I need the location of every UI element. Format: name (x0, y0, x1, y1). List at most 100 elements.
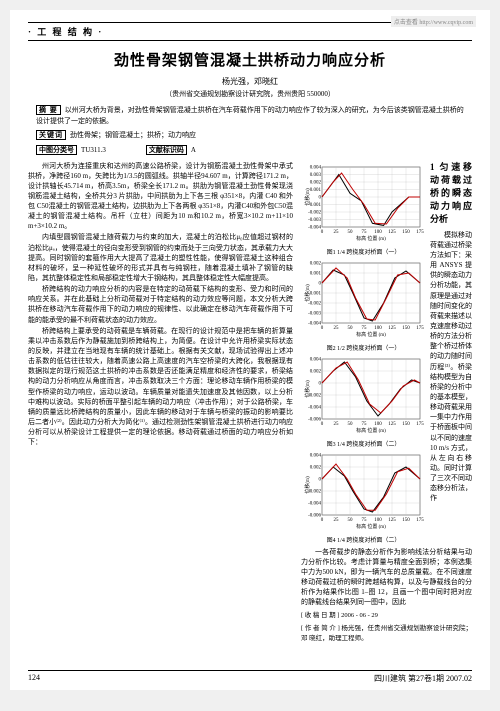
svg-text:0: 0 (318, 381, 321, 386)
svg-text:0: 0 (318, 281, 321, 286)
svg-text:0.004: 0.004 (309, 453, 321, 458)
svg-text:标高 位置 (m): 标高 位置 (m) (356, 331, 386, 337)
svg-text:-0.006: -0.006 (308, 417, 321, 422)
svg-text:0: 0 (320, 326, 323, 331)
svg-text:125: 125 (388, 230, 396, 235)
svg-text:0: 0 (320, 518, 323, 523)
svg-text:0: 0 (318, 477, 321, 482)
section-header-text: · 工 程 结 构 · (28, 25, 103, 38)
svg-text:0.002: 0.002 (309, 465, 321, 470)
svg-text:75: 75 (361, 518, 367, 523)
svg-text:0.002: 0.002 (309, 261, 321, 266)
right-column: -0.004-0.003-0.002-0.00100.0010.0020.003… (301, 161, 472, 641)
section-1-title: 1 匀速移动荷载过桥的瞬态动力响应分析 (430, 161, 472, 226)
svg-text:100: 100 (374, 518, 382, 523)
keywords-text: 劲性骨架；钢管混凝土；拱桥；动力响应 (70, 131, 196, 139)
svg-text:-0.004: -0.004 (308, 501, 321, 506)
svg-text:150: 150 (402, 230, 410, 235)
svg-text:150: 150 (402, 518, 410, 523)
svg-text:175: 175 (416, 518, 424, 523)
svg-text:位移(m): 位移(m) (304, 284, 311, 302)
svg-text:0: 0 (318, 195, 321, 200)
right-bottom-text: 一各荷载步的静态分析作为影响线法分析结果与动力分析作比较。考虑计算量与精度全面到… (301, 547, 472, 643)
classification-line: 中图分类号 TU311.3 文献标识码A (36, 145, 464, 155)
right-paragraph: 模拟移动荷载通过桥梁方法如下：采用ANSYS提供的瞬态动力分析功能，其原理是通过… (430, 230, 472, 504)
svg-text:100: 100 (374, 326, 382, 331)
abstract-text: 以州河大桥为背景，对劲性骨架钢管混凝土拱桥在汽车荷载作用下的动力响应作了较为深入… (36, 106, 464, 125)
svg-text:-0.003: -0.003 (308, 218, 321, 223)
svg-text:0: 0 (320, 230, 323, 235)
chart-caption: 图4 1/4 跨挠度对桥面（二） (301, 535, 426, 544)
body-paragraph: 州河大桥为连接重庆和达州的高速公路桥梁，设计为钢筋混凝土劲性骨架中承式拱桥，净跨… (28, 161, 293, 232)
svg-text:25: 25 (333, 230, 339, 235)
svg-text:-0.004: -0.004 (308, 405, 321, 410)
page-footer: 124 四川建筑 第27卷1期 2007.02 (28, 670, 472, 684)
svg-text:175: 175 (416, 326, 424, 331)
left-column: 州河大桥为连接重庆和达州的高速公路桥梁，设计为钢筋混凝土劲性骨架中承式拱桥，净跨… (28, 161, 293, 641)
doc-code: 文献标识码A (146, 145, 196, 155)
svg-text:100: 100 (374, 422, 382, 427)
svg-text:75: 75 (361, 422, 367, 427)
right-text-column: 1 匀速移动荷载过桥的瞬态动力响应分析 模拟移动荷载通过桥梁方法如下：采用ANS… (430, 161, 472, 547)
svg-text:标高 位置 (m): 标高 位置 (m) (356, 523, 386, 529)
svg-text:50: 50 (347, 326, 353, 331)
watermark: 点击查看 http://www.cqvip.com (391, 16, 476, 27)
right-paragraph: 一各荷载步的静态分析作为影响线法分析结果与动力分析作比较。考虑计算量与精度全面到… (301, 547, 472, 608)
chart: -0.004-0.003-0.002-0.00100.0010.0020.003… (304, 163, 424, 245)
svg-text:50: 50 (347, 518, 353, 523)
svg-text:-0.003: -0.003 (308, 311, 321, 316)
svg-text:0.001: 0.001 (309, 188, 321, 193)
svg-text:0: 0 (320, 422, 323, 427)
svg-text:100: 100 (374, 230, 382, 235)
svg-text:0.002: 0.002 (309, 180, 321, 185)
charts-column: -0.004-0.003-0.002-0.00100.0010.0020.003… (301, 161, 426, 547)
abstract-label: 摘 要 (36, 105, 61, 115)
svg-text:-0.004: -0.004 (308, 225, 321, 230)
class-number: 中图分类号 TU311.3 (36, 145, 106, 155)
keywords-label: 关键词 (36, 130, 66, 140)
chart-caption: 图2 1/2 跨挠度对桥面（一） (301, 343, 426, 352)
body-paragraph: 桥跨结构的动力响应分析的内容是在特定的动荷载下结构的变形、受力和时间的响应关系。… (28, 284, 293, 325)
svg-text:标高 位置 (m): 标高 位置 (m) (356, 235, 386, 241)
class-value: TU311.3 (81, 146, 106, 154)
svg-text:0.004: 0.004 (309, 357, 321, 362)
body-columns: 州河大桥为连接重庆和达州的高速公路桥梁，设计为钢筋混凝土劲性骨架中承式拱桥，净跨… (28, 161, 472, 641)
svg-text:-0.004: -0.004 (308, 321, 321, 326)
svg-text:75: 75 (361, 230, 367, 235)
received-info: [ 收 稿 日 期 ] 2006 - 06 - 29 (301, 611, 472, 620)
class-label: 中图分类号 (36, 145, 77, 155)
keywords: 关键词劲性骨架；钢管混凝土；拱桥；动力响应 (36, 130, 464, 141)
body-paragraph: 桥跨结构上要承受的动荷载是车辆荷载。在现行的设计规范中是把车辆的折算量乘以冲击系… (28, 326, 293, 448)
svg-text:0.004: 0.004 (309, 165, 321, 170)
body-paragraph: 内填型圆钢管混凝土随荷载力与约束的加大，混凝土的泊松比μ₀应值超过钢材的泊松比μ… (28, 232, 293, 283)
chart-caption: 图3 1/4 跨挠度对桥面（二） (301, 439, 426, 448)
svg-text:标高 位置 (m): 标高 位置 (m) (356, 427, 386, 433)
svg-text:0.002: 0.002 (309, 369, 321, 374)
chart: -0.006-0.004-0.00200.0020.00402550751001… (304, 451, 424, 533)
svg-text:位移(m): 位移(m) (304, 188, 311, 206)
authors: 杨光强，邓晓红 (28, 76, 472, 87)
svg-text:175: 175 (416, 230, 424, 235)
journal-info: 四川建筑 第27卷1期 2007.02 (374, 673, 472, 684)
svg-text:150: 150 (402, 326, 410, 331)
page: 点击查看 http://www.cqvip.com · 工 程 结 构 · 劲性… (10, 10, 490, 690)
chart: -0.004-0.003-0.002-0.00100.0010.00202550… (304, 259, 424, 341)
svg-text:125: 125 (388, 422, 396, 427)
svg-text:25: 25 (333, 518, 339, 523)
svg-text:位移(m): 位移(m) (304, 380, 311, 398)
abstract: 摘 要以州河大桥为背景，对劲性骨架钢管混凝土拱桥在汽车荷载作用下的动力响应作了较… (36, 105, 464, 126)
chart: -0.006-0.004-0.00200.0020.00402550751001… (304, 355, 424, 437)
svg-text:-0.006: -0.006 (308, 513, 321, 518)
svg-text:75: 75 (361, 326, 367, 331)
received-info: [ 作 者 简 介 ] 杨光强，任贵州省交通规划勘察设计研究院；邓 晓红，助理工… (301, 624, 472, 642)
doc-label: 文献标识码 (146, 145, 187, 155)
svg-text:-0.002: -0.002 (308, 210, 321, 215)
chart-caption: 图1 1/4 跨挠度对桥面（一） (301, 247, 426, 256)
svg-text:25: 25 (333, 422, 339, 427)
svg-text:0.001: 0.001 (309, 271, 321, 276)
svg-text:150: 150 (402, 422, 410, 427)
svg-text:位移(m): 位移(m) (304, 476, 311, 494)
svg-text:50: 50 (347, 230, 353, 235)
svg-text:175: 175 (416, 422, 424, 427)
affiliation: （贵州省交通规划勘察设计研究院，贵州贵阳 550000） (28, 89, 472, 99)
